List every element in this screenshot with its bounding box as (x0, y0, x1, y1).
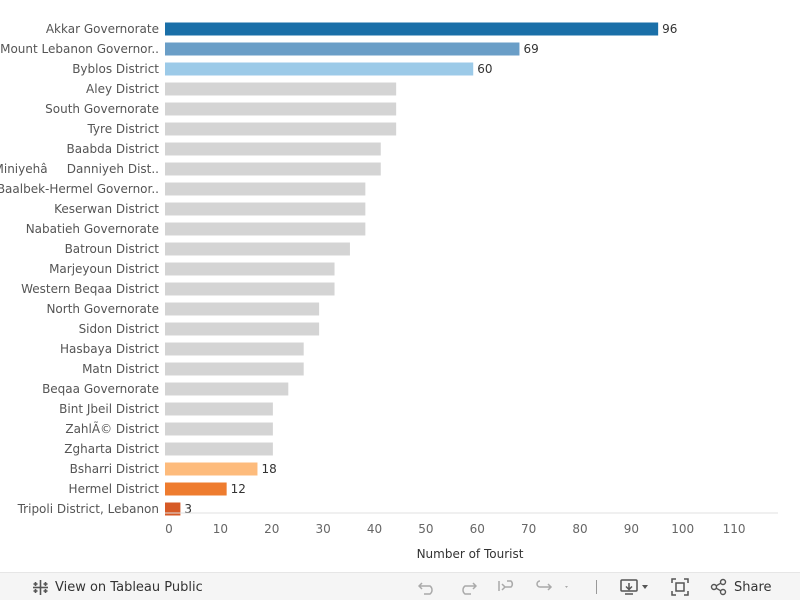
category-label: MiniyehâDanniyeh Dist.. (0, 162, 159, 176)
category-label: Hermel District (69, 482, 160, 496)
bar[interactable] (165, 162, 381, 176)
bar[interactable] (165, 462, 258, 476)
bar[interactable] (165, 102, 397, 116)
category-label: Tyre District (86, 122, 159, 136)
category-label: Sidon District (79, 322, 160, 336)
bar[interactable] (165, 262, 335, 276)
tableau-logo-icon (32, 579, 49, 596)
category-label: South Governorate (45, 102, 159, 116)
toolbar: View on Tableau Public Share (0, 572, 800, 600)
bar[interactable] (165, 22, 659, 36)
category-label: Baalbek-Hermel Governor.. (0, 182, 159, 196)
download-button[interactable] (620, 573, 652, 601)
category-label: Nabatieh Governorate (26, 222, 159, 236)
category-label: Zgharta District (64, 442, 159, 456)
category-label: Batroun District (65, 242, 160, 256)
category-label: Marjeyoun District (49, 262, 159, 276)
bar[interactable] (165, 242, 350, 256)
bar[interactable] (165, 402, 273, 416)
category-label: Bint Jbeil District (59, 402, 159, 416)
category-label: Beqaa Governorate (42, 382, 159, 396)
share-label: Share (734, 579, 772, 595)
bar[interactable] (165, 382, 289, 396)
category-label: Western Beqaa District (21, 282, 159, 296)
category-label: Byblos District (72, 62, 159, 76)
undo-icon (418, 579, 438, 595)
bar[interactable] (165, 282, 335, 296)
category-label: Aley District (86, 82, 159, 96)
redo-button[interactable] (457, 573, 477, 601)
refresh-icon (535, 579, 571, 595)
share-button[interactable]: Share (710, 573, 772, 601)
x-tick-label: 0 (165, 522, 173, 536)
x-tick-label: 30 (315, 522, 330, 536)
view-on-tableau-label: View on Tableau Public (55, 579, 203, 595)
x-tick-label: 90 (624, 522, 639, 536)
category-label: Keserwan District (54, 202, 159, 216)
category-label: Mount Lebanon Governor.. (0, 42, 159, 56)
category-label: Baabda District (67, 142, 160, 156)
category-label: North Governorate (46, 302, 159, 316)
x-tick-label: 50 (418, 522, 433, 536)
category-label: Matn District (82, 362, 159, 376)
value-label: 60 (477, 62, 492, 76)
value-label: 96 (662, 22, 677, 36)
category-label: Tripoli District, Lebanon (17, 502, 159, 516)
bar[interactable] (165, 322, 320, 336)
bar[interactable] (165, 62, 474, 76)
bar[interactable] (165, 362, 304, 376)
refresh-button[interactable] (535, 573, 571, 601)
bar[interactable] (165, 202, 366, 216)
redo-icon (457, 579, 477, 595)
bar[interactable] (165, 342, 304, 356)
x-tick-label: 70 (521, 522, 536, 536)
bar[interactable] (165, 122, 397, 136)
bar-chart: Akkar Governorate 96 Mount Lebanon Governo… (0, 22, 778, 561)
bar[interactable] (165, 442, 273, 456)
x-tick-label: 80 (572, 522, 587, 536)
undo-button[interactable] (418, 573, 438, 601)
view-on-tableau-button[interactable]: View on Tableau Public (32, 573, 203, 601)
x-tick-label: 100 (671, 522, 694, 536)
category-label: Hasbaya District (60, 342, 159, 356)
toolbar-divider (596, 580, 597, 594)
bar[interactable] (165, 142, 381, 156)
chart-area: Akkar Governorate 96 Mount Lebanon Governo… (0, 22, 778, 561)
revert-button[interactable] (497, 573, 517, 601)
bar[interactable] (165, 422, 273, 436)
value-label: 18 (261, 462, 276, 476)
bar[interactable] (165, 222, 366, 236)
value-label: 69 (523, 42, 538, 56)
category-label: Akkar Governorate (46, 22, 159, 36)
category-label: Bsharri District (70, 462, 160, 476)
bar[interactable] (165, 302, 320, 316)
value-label: 12 (231, 482, 246, 496)
category-label: ZahlÃ© District (65, 421, 159, 436)
revert-icon (497, 579, 517, 595)
fullscreen-button[interactable] (671, 573, 689, 601)
x-tick-label: 10 (213, 522, 228, 536)
bar[interactable] (165, 42, 520, 56)
share-icon (710, 578, 728, 596)
value-label: 3 (184, 502, 192, 516)
fullscreen-icon (671, 578, 689, 596)
bar[interactable] (165, 82, 397, 96)
bar[interactable] (165, 182, 366, 196)
download-icon (620, 578, 652, 596)
x-tick-label: 60 (470, 522, 485, 536)
x-tick-label: 40 (367, 522, 382, 536)
x-axis-title: Number of Tourist (417, 547, 524, 561)
bar[interactable] (165, 502, 181, 516)
x-tick-label: 110 (723, 522, 746, 536)
x-tick-label: 20 (264, 522, 279, 536)
bar[interactable] (165, 482, 227, 496)
